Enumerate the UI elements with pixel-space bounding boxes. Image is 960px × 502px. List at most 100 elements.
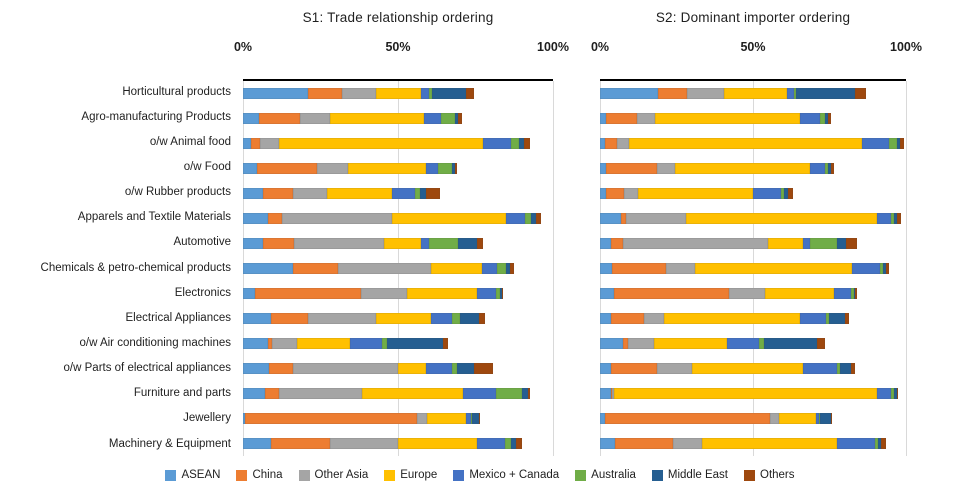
- others-segment: [899, 138, 905, 149]
- other-asia-segment: [656, 363, 692, 374]
- mexico-canada-segment: [800, 313, 827, 324]
- australia-segment: [820, 113, 825, 124]
- mexico-canada-segment: [861, 138, 890, 149]
- others-segment: [846, 238, 857, 249]
- bar-row-automotive: [600, 231, 906, 256]
- bar-row-furniture-and-parts: [243, 381, 553, 406]
- stacked-bar-jewellery: [600, 413, 906, 424]
- other-asia-segment: [627, 338, 654, 349]
- mexico-canada-segment: [809, 163, 825, 174]
- mexico-canada-segment: [391, 188, 416, 199]
- mexico-canada-segment: [803, 238, 810, 249]
- others-segment: [844, 313, 850, 324]
- asean-segment: [243, 288, 256, 299]
- other-asia-segment: [622, 238, 769, 249]
- australia-segment: [382, 338, 388, 349]
- australia-segment: [875, 438, 879, 449]
- stacked-bar-horticultural-products: [243, 88, 553, 99]
- europe-segment: [278, 138, 484, 149]
- asean-segment: [600, 438, 616, 449]
- asean-segment: [600, 413, 605, 424]
- others-segment: [509, 263, 515, 274]
- china-segment: [610, 363, 657, 374]
- mexico-canada-segment: [815, 413, 819, 424]
- middle-east-segment: [452, 163, 456, 174]
- asean-segment: [243, 363, 270, 374]
- europe-segment: [613, 388, 877, 399]
- china-segment: [267, 213, 282, 224]
- middle-east-segment: [763, 338, 818, 349]
- middle-east-segment: [837, 238, 847, 249]
- china-segment: [606, 188, 625, 199]
- legend-label-others: Others: [760, 469, 795, 481]
- australia-segment: [759, 338, 764, 349]
- mexico-canada-segment: [477, 288, 496, 299]
- others-segment: [850, 363, 856, 374]
- category-label-automotive: Automotive: [173, 236, 231, 249]
- middle-east-segment: [820, 413, 831, 424]
- x-tick-label-50: 50%: [385, 40, 411, 54]
- plot-area-s2: [599, 79, 907, 456]
- stacked-bar-agro-manufacturing-products: [243, 113, 553, 124]
- other-asia-segment: [278, 388, 363, 399]
- australia-segment: [837, 363, 841, 374]
- others-segment: [830, 163, 835, 174]
- others-segment: [881, 438, 887, 449]
- other-asia-segment: [636, 113, 656, 124]
- australia-segment: [511, 138, 519, 149]
- middle-east-segment: [511, 438, 516, 449]
- legend-item-others: Others: [744, 469, 795, 481]
- mexico-canada-segment: [477, 438, 505, 449]
- other-asia-segment: [673, 438, 703, 449]
- china-segment: [269, 363, 293, 374]
- other-asia-segment: [360, 288, 408, 299]
- category-label-agro-manufacturing-products: Agro-manufacturing Products: [81, 110, 231, 123]
- bar-row-machinery-equipment: [243, 431, 553, 456]
- asean-segment: [243, 138, 251, 149]
- bar-row-agro-manufacturing-products: [243, 106, 553, 131]
- others-segment: [458, 113, 462, 124]
- australia-segment: [809, 238, 838, 249]
- china-segment: [263, 188, 293, 199]
- europe-segment: [723, 88, 787, 99]
- other-asia-segment: [656, 163, 675, 174]
- x-tick-label-0: 0%: [233, 40, 253, 54]
- other-asia-segment: [337, 263, 431, 274]
- chart-legend: ASEAN China Other Asia Europe Mexico + Canad…: [0, 469, 960, 481]
- china-segment: [658, 88, 688, 99]
- bar-row-apparels-and-textile-materials: [243, 206, 553, 231]
- australia-segment: [497, 263, 507, 274]
- china-segment: [308, 88, 343, 99]
- others-segment: [528, 388, 530, 399]
- bar-row-automotive: [243, 231, 553, 256]
- gridline-100: [552, 81, 554, 456]
- x-tick-label-100: 100%: [890, 40, 922, 54]
- asean-segment: [243, 88, 309, 99]
- others-segment: [478, 313, 485, 324]
- middle-east-segment: [521, 388, 529, 399]
- stacked-bar-electronics: [600, 288, 906, 299]
- middle-east-segment: [829, 313, 845, 324]
- asean-segment: [243, 113, 259, 124]
- bar-rows: [243, 81, 553, 456]
- x-axis-ticks-s1: 0% 50% 100%: [234, 40, 569, 56]
- legend-swatch-australia: [575, 469, 587, 481]
- australia-segment: [890, 213, 894, 224]
- europe-segment: [427, 413, 467, 424]
- x-tick-label-100: 100%: [537, 40, 569, 54]
- bar-row-o-w-air-conditioning-machines: [600, 331, 906, 356]
- middle-east-segment: [387, 338, 443, 349]
- europe-segment: [664, 313, 801, 324]
- mexico-canada-segment: [463, 388, 496, 399]
- category-label-machinery-equipment: Machinery & Equipment: [108, 437, 231, 450]
- stacked-bar-o-w-parts-of-electrical-appliances: [243, 363, 553, 374]
- legend-swatch-china: [236, 469, 248, 481]
- category-label-furniture-and-parts: Furniture and parts: [133, 387, 231, 400]
- china-segment: [604, 138, 617, 149]
- middle-east-segment: [456, 363, 474, 374]
- mexico-canada-segment: [481, 263, 498, 274]
- stacked-bar-o-w-food: [600, 163, 906, 174]
- other-asia-segment: [665, 263, 695, 274]
- other-asia-segment: [292, 363, 398, 374]
- asean-segment: [243, 263, 293, 274]
